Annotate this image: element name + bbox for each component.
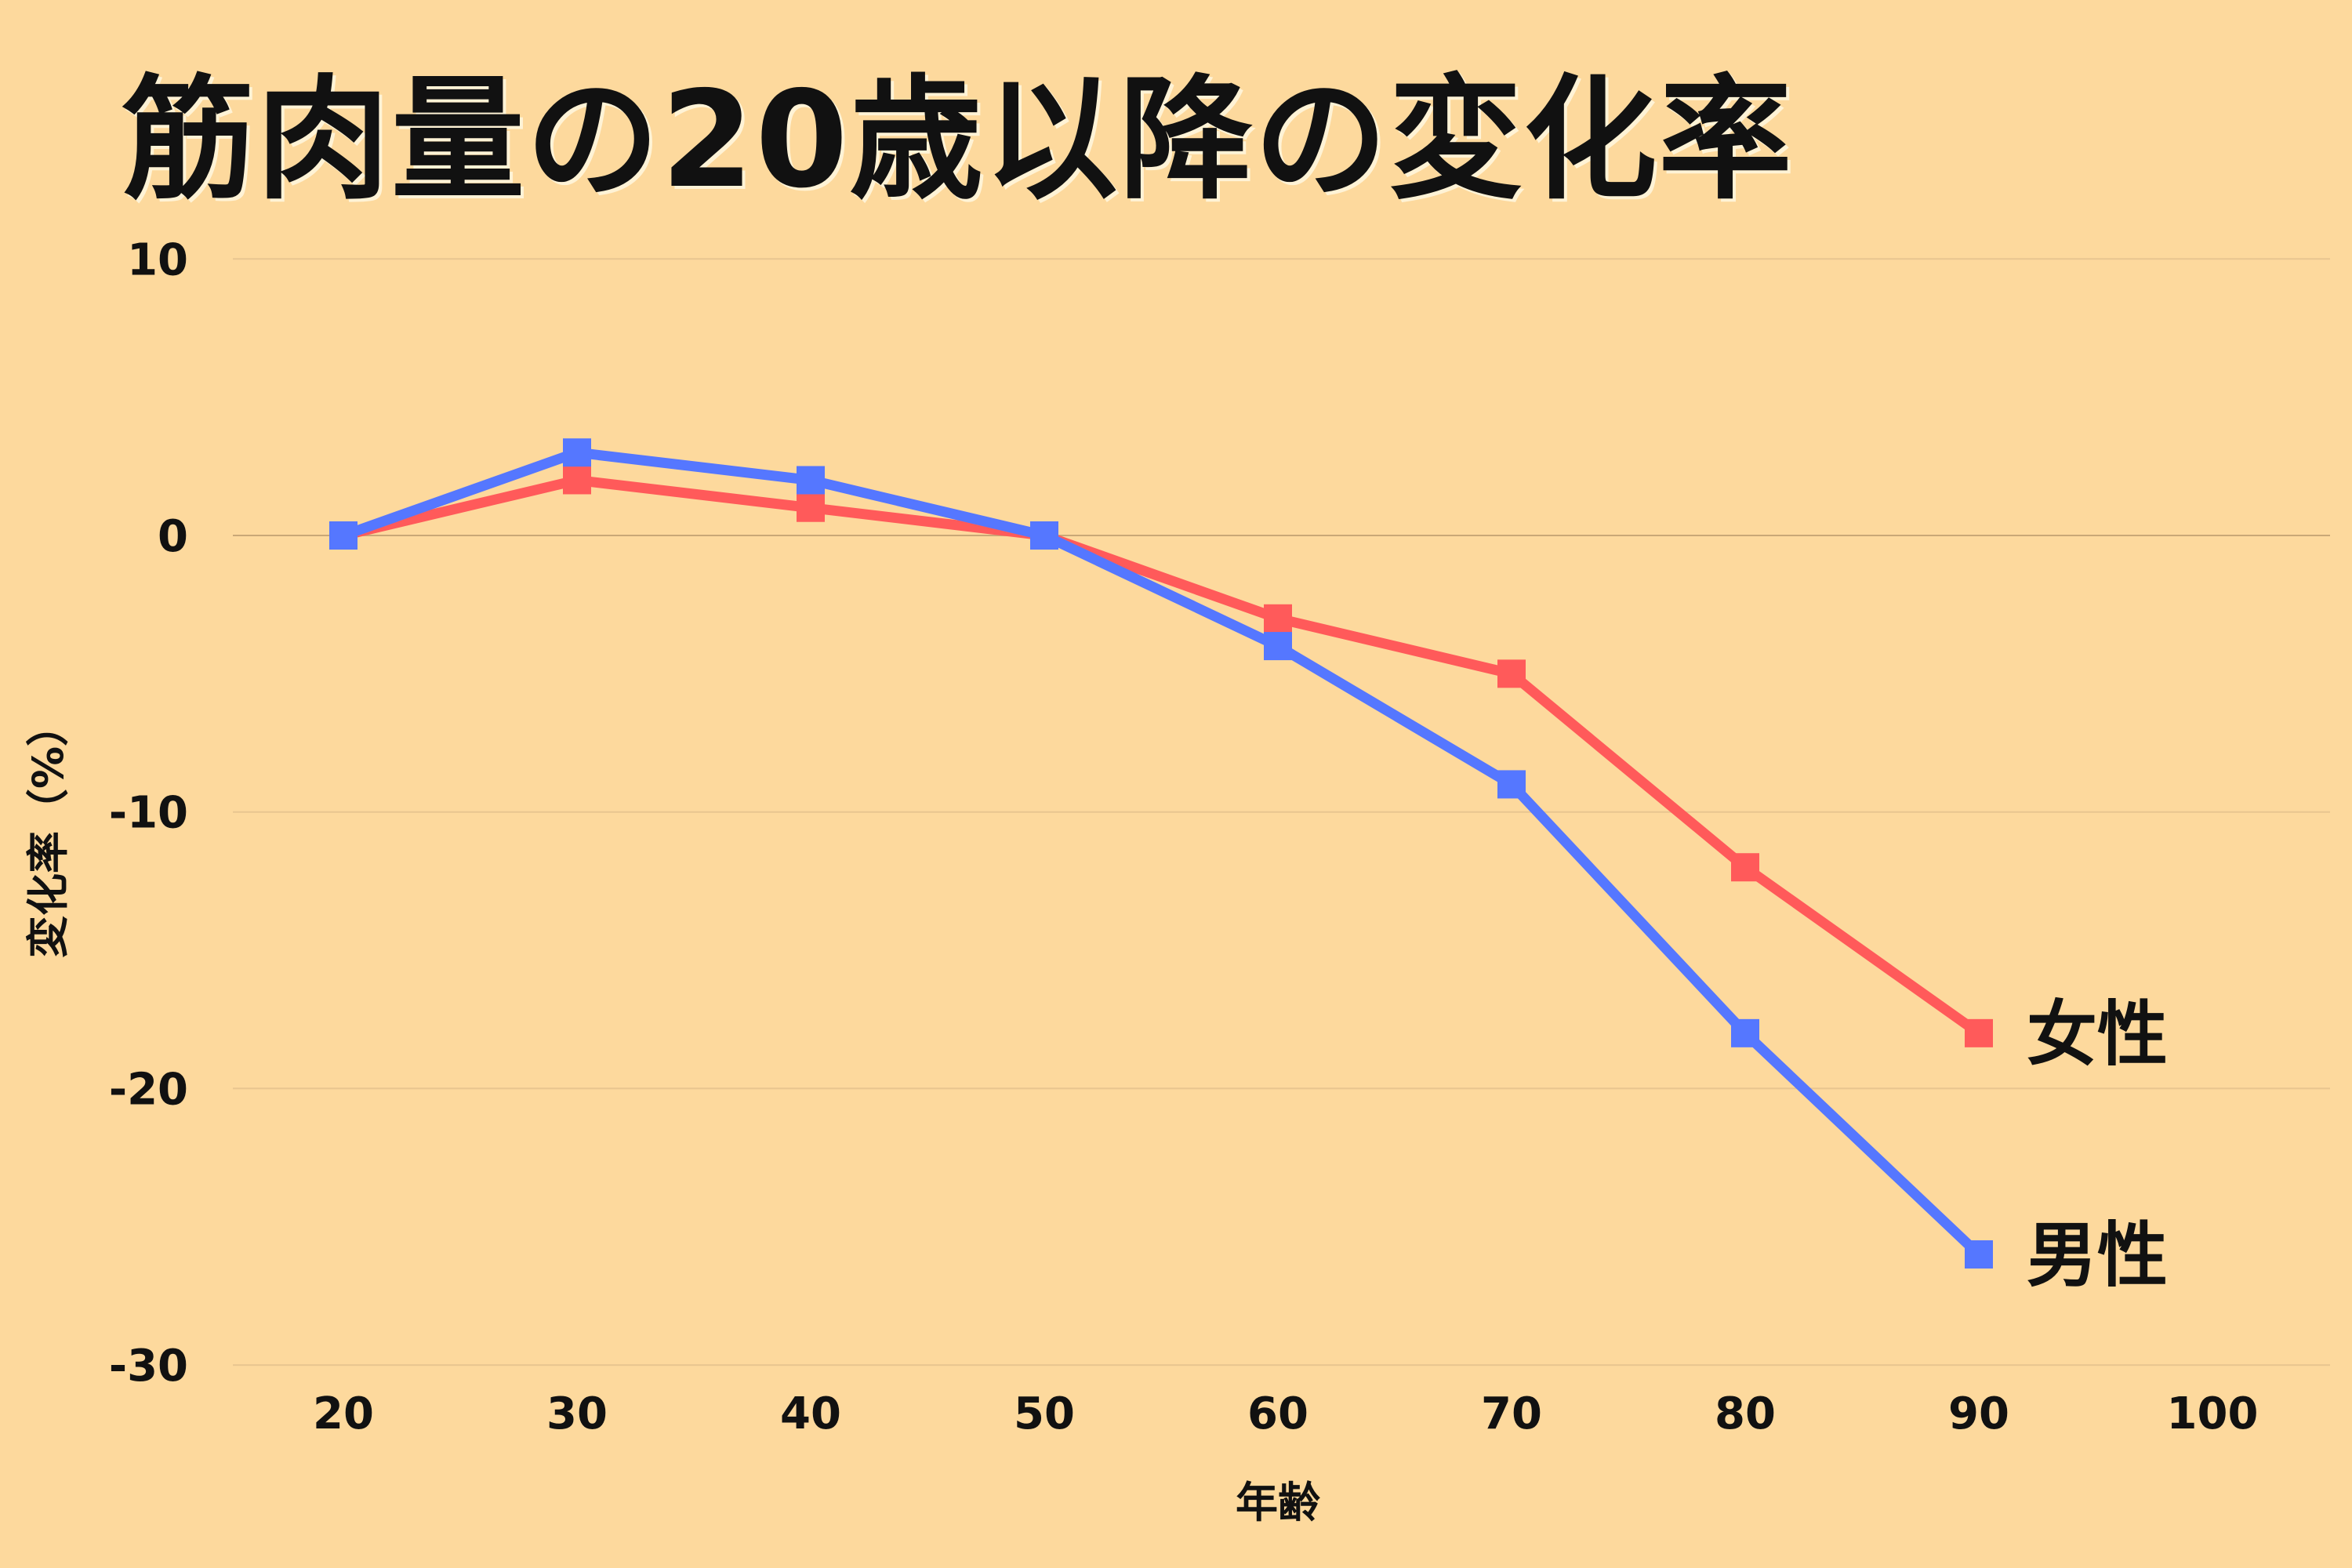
data-point (1731, 853, 1759, 882)
series-label: 男性 (2027, 1214, 2168, 1297)
x-tick-labels: 20 30 40 50 60 70 80 90 100 (313, 1388, 2258, 1439)
y-tick-labels: 10 0 -10 -20 -30 (109, 234, 188, 1392)
series-line (342, 474, 1982, 1038)
data-point (563, 466, 591, 495)
x-tick-label: 70 (1481, 1388, 1542, 1439)
y-tick-label: -30 (109, 1341, 188, 1392)
x-tick-label: 20 (313, 1388, 374, 1439)
data-point (1497, 770, 1526, 799)
x-tick-label: 30 (546, 1388, 608, 1439)
series-line (341, 447, 1983, 1258)
y-axis-label: 変化率（%） (24, 704, 73, 958)
chart-title: 筋肉量の20歳以降の変化率 (122, 63, 1794, 218)
data-point (1030, 521, 1058, 550)
series-0: 女性 (329, 466, 2168, 1076)
x-tick-label: 40 (780, 1388, 841, 1439)
data-point (1965, 1018, 1993, 1047)
series-label: 女性 (2027, 993, 2168, 1076)
y-tick-label: -10 (109, 788, 188, 839)
data-point (1264, 604, 1292, 633)
data-point (1731, 1018, 1759, 1047)
data-point (329, 521, 358, 550)
gridlines (233, 258, 2330, 1367)
y-tick-label: 0 (158, 511, 188, 562)
x-tick-label: 60 (1247, 1388, 1308, 1439)
data-point (797, 466, 825, 495)
y-tick-label: -20 (109, 1064, 188, 1115)
x-tick-label: 90 (1948, 1388, 2009, 1439)
x-tick-label: 50 (1014, 1388, 1075, 1439)
data-point (1264, 632, 1292, 661)
data-point (563, 438, 591, 467)
y-tick-label: 10 (127, 234, 188, 285)
data-point (797, 493, 825, 522)
series-1: 男性 (329, 438, 2168, 1297)
x-tick-label: 80 (1715, 1388, 1776, 1439)
data-point (1497, 659, 1526, 688)
x-tick-label: 100 (2167, 1388, 2259, 1439)
data-point (1965, 1240, 1993, 1269)
x-axis-label: 年齢 (1236, 1478, 1320, 1527)
